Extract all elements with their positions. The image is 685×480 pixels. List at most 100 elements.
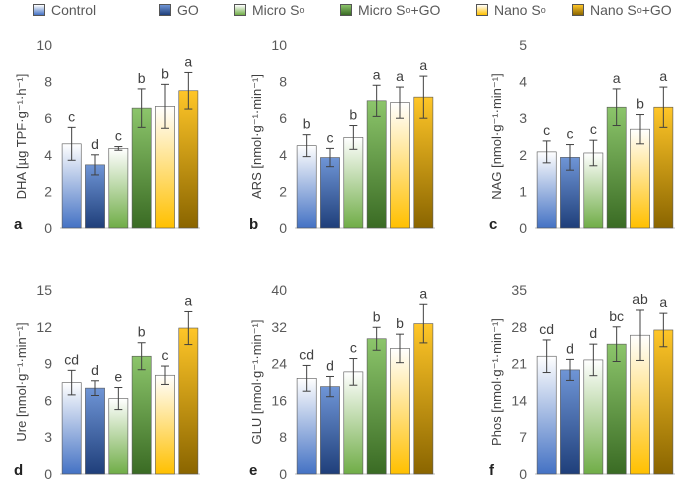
panel-f-bar-5 <box>653 329 674 475</box>
panel-a-bar-5 <box>178 90 199 229</box>
legend-label-nano-s-go: Nano S <box>590 2 637 18</box>
panel-d-bar-4 <box>155 374 175 475</box>
panel-a-ytick-0: 0 <box>44 220 52 236</box>
panel-f-ytick-0: 0 <box>519 466 527 480</box>
panel-a-sig-letter-3: b <box>138 70 146 86</box>
panel-a-sig-letter-1: d <box>91 136 99 152</box>
panel-e-bar-3 <box>366 338 387 475</box>
panel-b-bar-0 <box>296 145 317 229</box>
panel-f-sig-letter-0: cd <box>539 321 554 337</box>
panel-b-sig-letter-4: a <box>396 68 404 84</box>
legend-swatch-nano-s-go <box>572 4 584 16</box>
panel-b-ylabel: ARS [nmol·g⁻¹·min⁻¹] <box>249 74 264 199</box>
panel-a-ylabel: DHA [µg TPF·g⁻¹·h⁻¹] <box>14 74 29 200</box>
legend-suffix-nano-s-go: +GO <box>641 2 672 18</box>
panel-e-bar-5 <box>413 323 434 475</box>
panel-d-sig-letter-0: cd <box>64 351 79 367</box>
panel-b-bar-4 <box>390 102 410 229</box>
panel-a-letter: a <box>14 216 23 233</box>
panel-b-ytick-0: 0 <box>279 220 287 236</box>
panel-f-ytick-3: 21 <box>511 356 527 372</box>
legend-swatch-nano-s <box>476 4 488 16</box>
panel-f-sig-letter-4: ab <box>632 291 648 307</box>
panel-e-ytick-0: 0 <box>279 466 287 480</box>
panel-d-ylabel: Ure [nmol·g⁻¹·min⁻¹] <box>14 322 29 441</box>
legend-label-control: Control <box>51 2 97 18</box>
panel-b-ytick-4: 8 <box>279 74 287 90</box>
panel-d-ytick-0: 0 <box>44 466 52 480</box>
panel-c-ytick-3: 3 <box>519 110 527 126</box>
panel-c-sig-letter-0: c <box>543 122 550 138</box>
panel-e-letter: e <box>249 462 257 479</box>
panel-e-bar-2 <box>343 371 364 475</box>
panel-d-ytick-3: 9 <box>44 356 52 372</box>
panel-d-ytick-2: 6 <box>44 392 52 408</box>
legend-label-micro-s-go: Micro S <box>358 2 406 18</box>
legend-sup-micro-s: o <box>299 5 305 15</box>
panel-c-ytick-4: 4 <box>519 74 527 90</box>
legend-suffix-micro-s-go: +GO <box>410 2 441 18</box>
panel-e-bar-0 <box>296 378 317 475</box>
panel-e-sig-letter-0: cd <box>299 346 314 362</box>
legend-swatch-micro-s-go <box>340 4 352 16</box>
panel-a-ytick-2: 4 <box>44 147 52 163</box>
panel-d-ytick-1: 3 <box>44 429 52 445</box>
panel-a-ytick-4: 8 <box>44 74 52 90</box>
panel-e-sig-letter-2: c <box>350 340 357 356</box>
panel-d-sig-letter-4: c <box>162 347 169 363</box>
legend-label-micro-s: Micro S <box>252 2 300 18</box>
panel-b-letter: b <box>249 216 258 233</box>
panel-a-ytick-1: 2 <box>44 183 52 199</box>
panel-a-ytick-3: 6 <box>44 110 52 126</box>
panel-e-sig-letter-1: d <box>326 357 334 373</box>
panel-f-sig-letter-2: d <box>589 325 597 341</box>
panel-e-sig-letter-4: b <box>396 315 404 331</box>
panel-a-ytick-5: 10 <box>36 37 52 53</box>
panel-c-sig-letter-2: c <box>590 121 597 137</box>
panel-b-ytick-2: 4 <box>279 147 287 163</box>
panel-c-ytick-0: 0 <box>519 220 527 236</box>
panel-b-ytick-1: 2 <box>279 183 287 199</box>
panel-b-sig-letter-5: a <box>419 57 427 73</box>
panel-a-sig-letter-2: c <box>115 128 122 144</box>
panel-d-bar-3 <box>131 355 152 475</box>
panel-d-ytick-5: 15 <box>36 282 52 298</box>
panel-c-sig-letter-1: c <box>567 126 574 142</box>
legend-label-go: GO <box>177 2 199 18</box>
panel-e-bar-1 <box>320 386 340 475</box>
panel-e-ytick-1: 8 <box>279 429 287 445</box>
panel-c-letter: c <box>489 216 497 233</box>
panel-c-sig-letter-5: a <box>659 68 667 84</box>
panel-d-sig-letter-2: e <box>114 369 122 385</box>
panel-e-sig-letter-3: b <box>373 308 381 324</box>
panel-a-bar-2 <box>108 148 129 229</box>
panel-c-ytick-1: 1 <box>519 183 527 199</box>
panel-f-ylabel: Phos [nmol·g⁻¹·min⁻¹] <box>489 318 504 446</box>
panel-c-sig-letter-3: a <box>613 70 621 86</box>
panel-c-ytick-5: 5 <box>519 37 527 53</box>
legend-sup-nano-s: o <box>540 5 546 15</box>
panel-c-sig-letter-4: b <box>636 96 644 112</box>
panel-d-sig-letter-5: a <box>184 292 192 308</box>
panel-b-sig-letter-2: b <box>349 107 357 123</box>
panel-f-ytick-4: 28 <box>511 319 527 335</box>
panel-f-bar-1 <box>560 369 580 475</box>
panel-b-ytick-3: 6 <box>279 110 287 126</box>
panel-f-bar-3 <box>606 343 627 475</box>
panel-b-sig-letter-3: a <box>373 66 381 82</box>
panel-e-ylabel: GLU [nmol·g⁻¹·min⁻¹] <box>249 320 264 445</box>
panel-f-sig-letter-5: a <box>659 294 667 310</box>
panel-f-ytick-2: 14 <box>511 392 527 408</box>
panel-d-ytick-4: 12 <box>36 319 52 335</box>
legend-swatch-go <box>159 4 171 16</box>
legend-swatch-control <box>33 4 45 16</box>
panel-e-ytick-5: 40 <box>271 282 287 298</box>
panel-b-sig-letter-1: c <box>327 129 334 145</box>
panel-b-sig-letter-0: b <box>303 116 311 132</box>
panel-b-bar-1 <box>320 157 340 229</box>
panel-e-bar-4 <box>390 348 410 475</box>
